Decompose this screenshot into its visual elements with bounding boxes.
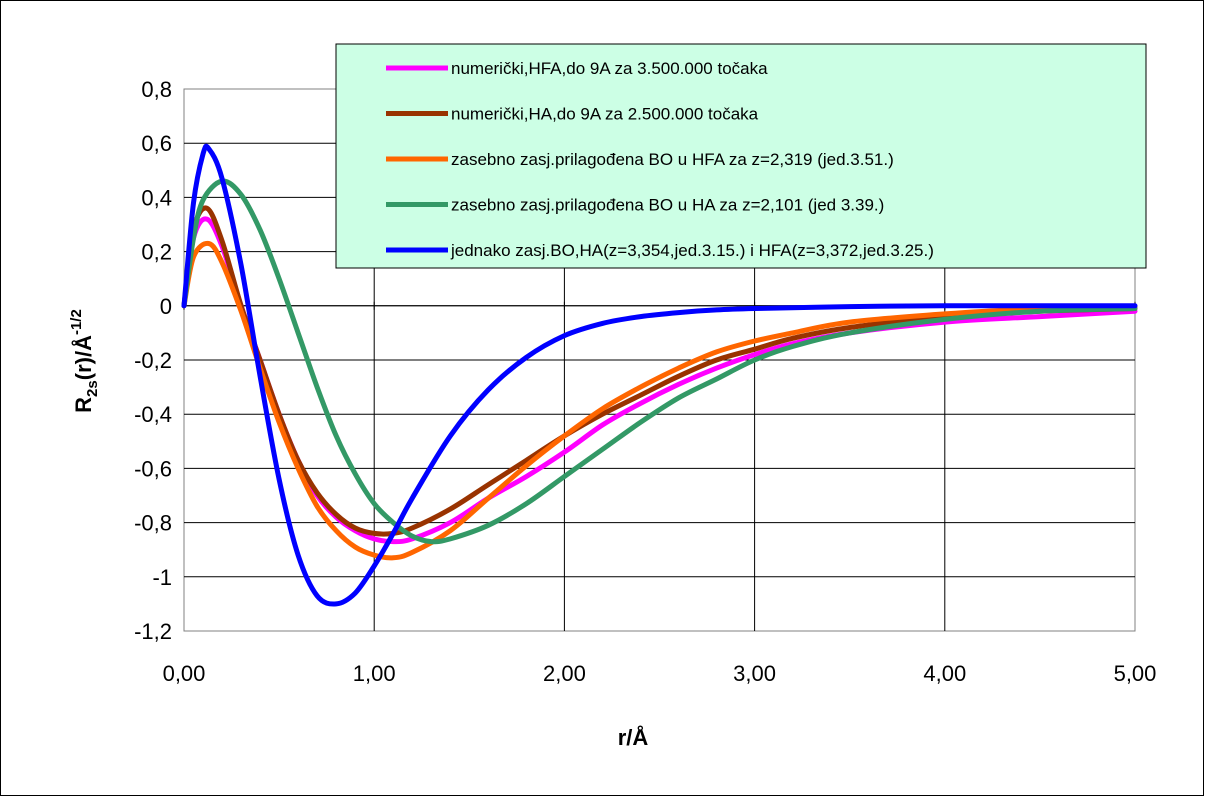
legend-label-0: numerički,HFA,do 9A za 3.500.000 točaka	[451, 59, 768, 78]
x-tick-label-1: 1,00	[353, 661, 396, 686]
x-tick-label-3: 3,00	[733, 661, 776, 686]
y-axis-title-sup: -1/2	[68, 309, 85, 335]
x-tick-label-0: 0,00	[163, 661, 206, 686]
y-tick-label-4: 0	[160, 294, 172, 319]
series-line-3	[181, 178, 1138, 545]
y-tick-label-3: 0,2	[141, 240, 172, 265]
legend-label-2: zasebno zasj.prilagođena BO u HFA za z=2…	[451, 150, 894, 169]
x-tick-label-5: 5,00	[1114, 661, 1157, 686]
y-tick-label-2: 0,4	[141, 185, 172, 210]
x-axis-title: r/Å	[618, 724, 649, 750]
y-tick-label-1: 0,6	[141, 131, 172, 156]
y-tick-label-7: -0,6	[134, 456, 172, 481]
y-tick-label-5: -0,2	[134, 348, 172, 373]
y-tick-label-0: 0,8	[141, 77, 172, 102]
x-tick-labels: 0,00 1,00 2,00 3,00 4,00 5,00	[163, 661, 1157, 686]
legend-label-4: jednako zasj.BO,HA(z=3,354,jed.3.15.) i …	[450, 241, 934, 260]
legend-label-1: numerički,HA,do 9A za 2.500.000 točaka	[451, 105, 759, 124]
y-tick-label-8: -0,8	[134, 511, 172, 536]
y-axis-title: R2s(r)/Å-1/2	[68, 309, 101, 413]
x-tick-label-4: 4,00	[923, 661, 966, 686]
y-axis-title-main: R	[71, 397, 96, 413]
y-tick-label-6: -0,4	[134, 402, 172, 427]
y-tick-label-10: -1,2	[134, 619, 172, 644]
y-axis-title-mid: (r)/Å	[70, 335, 96, 380]
legend: numerički,HFA,do 9A za 3.500.000 točaka n…	[335, 43, 1147, 269]
y-tick-labels: 0,8 0,6 0,4 0,2 0 -0,2 -0,4 -0,6 -0,8 -1 -1,2	[134, 77, 172, 644]
y-tick-label-9: -1	[152, 565, 172, 590]
y-axis-title-sub: 2s	[84, 380, 101, 397]
legend-label-3: zasebno zasj.prilagođena BO u HA za z=2,…	[451, 196, 884, 215]
series-line-4	[181, 143, 1138, 607]
series-lines	[181, 143, 1138, 607]
x-tick-label-2: 2,00	[543, 661, 586, 686]
legend-box	[335, 43, 1147, 269]
